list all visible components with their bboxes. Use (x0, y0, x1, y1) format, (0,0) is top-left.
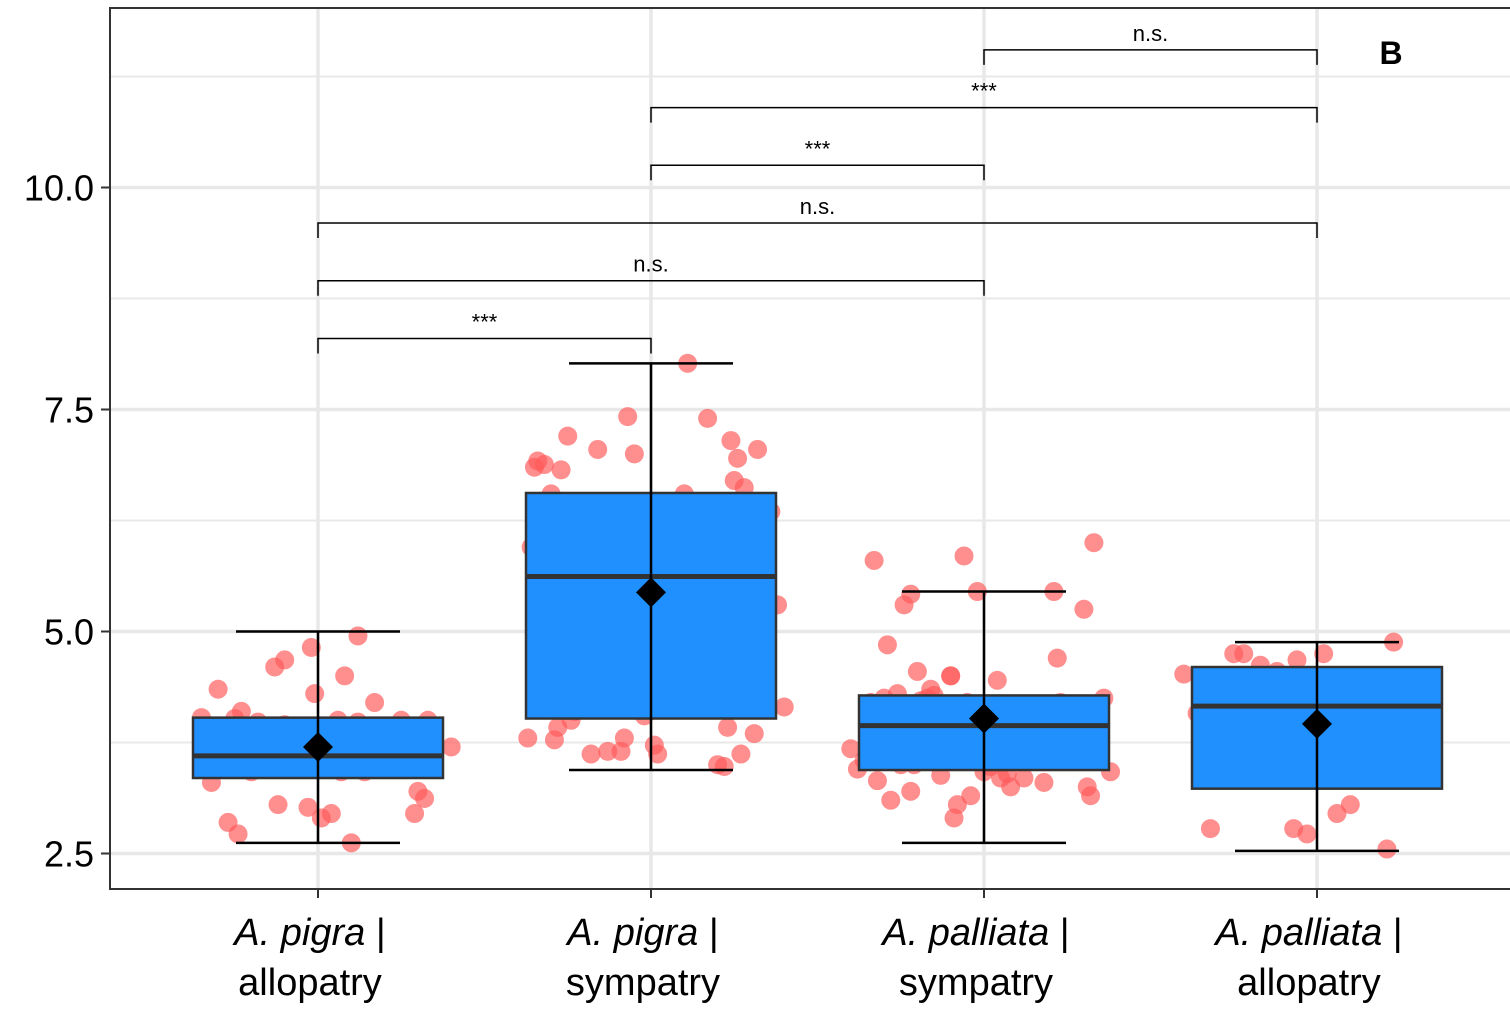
x-tick-label-species: A. pigra | (565, 912, 718, 954)
x-tick-label-range: sympatry (566, 962, 720, 1004)
axes: 2.5 5.0 7.5 10.0 A. pigra | allopatry A. pigra… (24, 168, 1403, 1005)
data-point (841, 739, 861, 759)
data-point (1081, 786, 1101, 806)
significance-bracket (650, 106, 1318, 123)
data-point (698, 408, 718, 428)
significance-label: n.s. (633, 252, 668, 277)
data-point (864, 550, 884, 570)
data-point (208, 679, 228, 699)
data-point (614, 728, 634, 748)
data-point (1340, 795, 1360, 815)
data-point (588, 439, 608, 459)
data-point (365, 693, 385, 713)
x-tick-label-range: sympatry (899, 962, 1053, 1004)
data-point (1074, 599, 1094, 619)
data-point (405, 804, 425, 824)
y-tick-label: 2.5 (44, 834, 94, 875)
data-point (877, 635, 897, 655)
x-tick-label-species: A. palliata | (1213, 912, 1402, 954)
x-tick-label-range: allopatry (238, 962, 382, 1004)
significance-label: n.s. (800, 194, 835, 219)
data-point (268, 795, 288, 815)
data-point (1001, 777, 1021, 797)
y-tick-label: 10.0 (24, 168, 94, 209)
data-point (321, 804, 341, 824)
data-point (941, 666, 961, 686)
data-point (335, 666, 355, 686)
mean-diamond (636, 577, 666, 608)
data-point (1200, 819, 1220, 839)
data-point (718, 717, 738, 737)
data-point (1287, 650, 1307, 670)
data-point (598, 741, 618, 761)
data-point (1174, 664, 1194, 684)
data-point (1327, 804, 1347, 824)
significance-bracket (983, 49, 1318, 65)
x-tick-label-species: A. palliata | (880, 912, 1069, 954)
data-point (534, 455, 554, 475)
significance-brackets: *** n.s. n.s. *** *** n.s. (317, 21, 1318, 354)
mean-diamond (1302, 708, 1332, 739)
data-point (551, 460, 571, 480)
data-point (881, 790, 901, 810)
significance-bracket (650, 164, 985, 181)
x-tick-label-species: A. pigra | (232, 912, 385, 954)
data-point (618, 407, 638, 427)
data-point (231, 701, 251, 721)
data-point (748, 439, 768, 459)
data-point (275, 650, 295, 670)
data-point (744, 724, 764, 744)
data-point (1234, 644, 1254, 664)
x-tick-label-range: allopatry (1237, 962, 1381, 1004)
significance-label: n.s. (1133, 21, 1168, 46)
significance-label: *** (805, 136, 831, 161)
panel-label: B (1379, 35, 1402, 71)
data-point (774, 697, 794, 717)
mean-diamond (969, 703, 999, 734)
data-point (624, 444, 644, 464)
data-point (1014, 768, 1034, 788)
data-point (714, 756, 734, 776)
significance-bracket (317, 222, 1318, 239)
significance-label: *** (971, 79, 997, 104)
data-point (228, 824, 248, 844)
data-point (961, 786, 981, 806)
significance-bracket (317, 279, 985, 296)
data-point (954, 546, 974, 566)
significance-bracket (317, 337, 652, 354)
data-point (581, 744, 601, 764)
data-point (301, 637, 321, 657)
data-point (558, 426, 578, 446)
data-point (305, 684, 325, 704)
data-point (1034, 772, 1054, 792)
significance-label: *** (472, 309, 498, 334)
data-point (721, 431, 741, 451)
data-point (901, 584, 921, 604)
data-point (907, 661, 927, 681)
data-point (518, 728, 538, 748)
y-tick-label: 7.5 (44, 390, 94, 431)
data-point (867, 771, 887, 791)
data-point (1297, 824, 1317, 844)
data-point (441, 737, 461, 757)
data-point (728, 448, 748, 468)
boxes (191, 362, 1444, 853)
data-point (648, 744, 668, 764)
data-point (901, 781, 921, 801)
mean-diamond (303, 731, 333, 762)
data-point (947, 795, 967, 815)
panel-border (109, 7, 1510, 890)
data-point (298, 797, 318, 817)
data-point (1084, 533, 1104, 553)
data-point (415, 788, 435, 808)
data-point (1314, 644, 1334, 664)
data-point (348, 626, 368, 646)
data-point (731, 744, 751, 764)
y-tick-label: 5.0 (44, 612, 94, 653)
data-point (1047, 648, 1067, 668)
data-point (987, 670, 1007, 690)
data-point (1377, 839, 1397, 859)
